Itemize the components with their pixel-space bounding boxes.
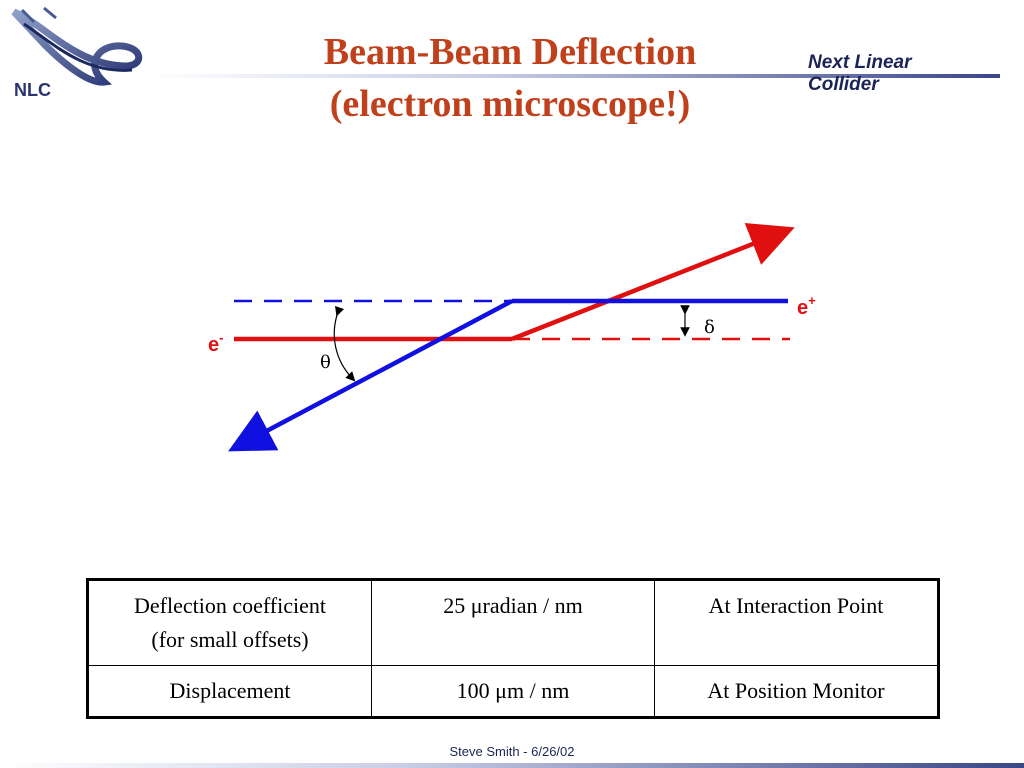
page-subtitle: Next Linear Collider [808, 52, 911, 96]
positron-beam-deflected [228, 299, 514, 452]
electron-label: e- [208, 330, 223, 356]
title-line-2: (electron microscope!) [329, 83, 691, 125]
electron-beam-deflected [511, 222, 795, 342]
nlc-logo: NLC [4, 4, 154, 114]
header-rule [150, 74, 1000, 78]
beam-deflection-diagram: θ δ e+ e- [208, 222, 816, 452]
table-cell: Deflection coefficient (for small offset… [87, 579, 372, 666]
footer-rule [0, 763, 1024, 768]
table-row: Displacement 100 μm / nm At Position Mon… [87, 665, 939, 718]
table-cell: 100 μm / nm [371, 665, 655, 718]
title-line-1: Beam-Beam Deflection [323, 31, 697, 73]
delta-label: δ [704, 317, 715, 338]
logo-text: NLC [14, 80, 51, 100]
positron-label: e+ [797, 293, 816, 319]
cell-line: (for small offsets) [151, 627, 309, 652]
page-title: Beam-Beam Deflection (electron microscop… [240, 26, 780, 130]
deflection-table: Deflection coefficient (for small offset… [86, 578, 940, 719]
table-cell: 25 μradian / nm [371, 579, 655, 666]
cell-line: Deflection coefficient [134, 593, 326, 618]
table-row: Deflection coefficient (for small offset… [87, 579, 939, 666]
theta-angle-arc [333, 305, 356, 382]
theta-label: θ [320, 352, 331, 373]
table-cell: At Position Monitor [654, 665, 939, 718]
subtitle-line-2: Collider [808, 74, 879, 95]
table-cell: Displacement [87, 665, 372, 718]
footer-text: Steve Smith - 6/26/02 [449, 744, 575, 759]
table-cell: At Interaction Point [654, 579, 939, 666]
subtitle-line-1: Next Linear [808, 52, 912, 73]
